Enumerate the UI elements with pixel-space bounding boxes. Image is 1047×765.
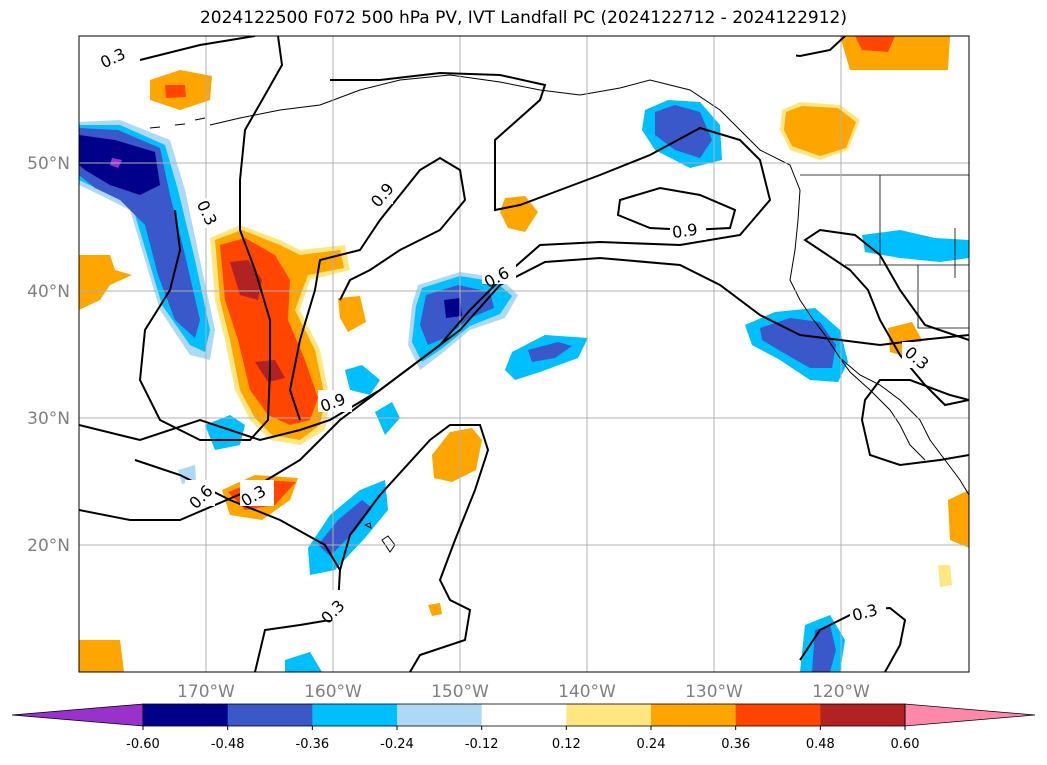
positive-anomaly-south — [432, 428, 482, 482]
colorbar-tick-label: 0.12 — [552, 737, 581, 752]
colorbar-extend-max — [904, 703, 1036, 727]
contour-0.3-west — [138, 36, 284, 441]
lon-tick-label: 170°W — [177, 682, 235, 702]
negative-anomaly-south-small — [285, 652, 322, 672]
positive-anomaly-gulf — [500, 196, 538, 232]
positive-anomaly-small — [338, 296, 366, 332]
coastline-alaska — [209, 74, 801, 191]
colorbar-segment — [143, 704, 229, 726]
colorbar-segment — [651, 704, 737, 726]
colorbar-segment — [735, 704, 821, 726]
map-panel: 0.3 0.3 0.3 0.3 0.3 0.3 0.9 0.9 0.9 0.6 … — [79, 36, 969, 672]
negative-anomaly-east-core — [528, 342, 572, 362]
coastline-west-coast — [789, 189, 969, 496]
colorbar-tick-label: 0.24 — [637, 737, 666, 752]
positive-anomaly-canada-core — [855, 36, 895, 52]
colorbar-tick-label: -0.48 — [211, 737, 245, 752]
colorbar-tick-label: -0.24 — [380, 737, 414, 752]
negative-anomaly-great-basin — [862, 230, 969, 262]
lon-tick-label: 160°W — [304, 682, 362, 702]
positive-anomaly-tiny-2 — [938, 565, 952, 587]
coastline-baja — [839, 357, 926, 461]
lat-tick-labels: 20°N 30°N 40°N 50°N — [27, 154, 70, 556]
lon-tick-label: 140°W — [558, 682, 616, 702]
gridlines — [79, 36, 969, 672]
lat-tick-label: 50°N — [27, 154, 70, 174]
contour-0.3-ocean — [339, 424, 490, 672]
negative-anomaly-hawaii-core — [318, 500, 372, 556]
colorbar-tick-label: 0.60 — [891, 737, 920, 752]
state-borders — [800, 174, 969, 329]
positive-anomaly-sw-corner — [79, 640, 124, 672]
colorbar-tick-label: 0.48 — [806, 737, 835, 752]
colorbar-segment — [820, 704, 906, 726]
positive-anomaly-tiny — [428, 603, 442, 616]
contour-0.3-south-east — [799, 606, 907, 672]
positive-anomaly-aleutian-core — [165, 85, 186, 98]
colorbar-outline — [142, 703, 906, 727]
contour-label: 0.9 — [671, 220, 699, 242]
lat-tick-label: 40°N — [27, 282, 70, 302]
negative-anomaly-central-core — [444, 298, 462, 318]
contour-0.6-north — [79, 71, 772, 442]
contour-0.3-east — [803, 228, 969, 407]
colorbar-segment — [481, 704, 567, 726]
lon-tick-labels: 170°W 160°W 150°W 140°W 130°W 120°W — [177, 682, 870, 702]
map-title: 2024122500 F072 500 hPa PV, IVT Landfall… — [199, 8, 847, 28]
colorbar-segment — [397, 704, 483, 726]
aleutian-islands — [149, 117, 206, 129]
colorbar-tick-label: -0.36 — [296, 737, 330, 752]
colorbar-tick-label: -0.60 — [126, 737, 160, 752]
colorbar-segment — [312, 704, 398, 726]
positive-anomaly-canada — [840, 36, 950, 70]
lon-tick-label: 130°W — [685, 682, 743, 702]
contour-labels: 0.3 0.3 0.3 0.3 0.3 0.3 0.9 0.9 0.9 0.6 … — [97, 44, 932, 627]
colorbar-extend-min — [11, 703, 144, 727]
positive-anomaly-mexico — [948, 490, 969, 548]
negative-anomaly-mexico-core — [812, 625, 836, 672]
negative-anomaly-mid-small — [345, 365, 380, 395]
negative-anomaly-tiny — [178, 465, 196, 484]
positive-anomaly-west — [79, 255, 132, 310]
negative-anomaly-west-small — [205, 415, 245, 450]
lon-tick-label: 120°W — [812, 682, 870, 702]
contour-0.9-east — [616, 186, 737, 232]
lat-tick-label: 30°N — [27, 409, 70, 429]
lon-tick-label: 150°W — [431, 682, 489, 702]
contour-0.3-mexico — [860, 379, 969, 467]
positive-anomaly-bc-core — [784, 106, 856, 156]
colorbar: -0.60 -0.48 -0.36 -0.24 -0.12 0.12 0.24 0.36 0.4… — [11, 703, 1036, 752]
contour-0.9-central — [288, 156, 467, 421]
colorbar-segment — [227, 704, 313, 726]
map-border — [78, 35, 970, 673]
colorbar-segment — [566, 704, 652, 726]
negative-anomaly-california-core — [760, 318, 836, 368]
colorbar-tick-label: 0.36 — [721, 737, 750, 752]
colorbar-tick-label: -0.12 — [465, 737, 499, 752]
lat-tick-label: 20°N — [27, 536, 70, 556]
